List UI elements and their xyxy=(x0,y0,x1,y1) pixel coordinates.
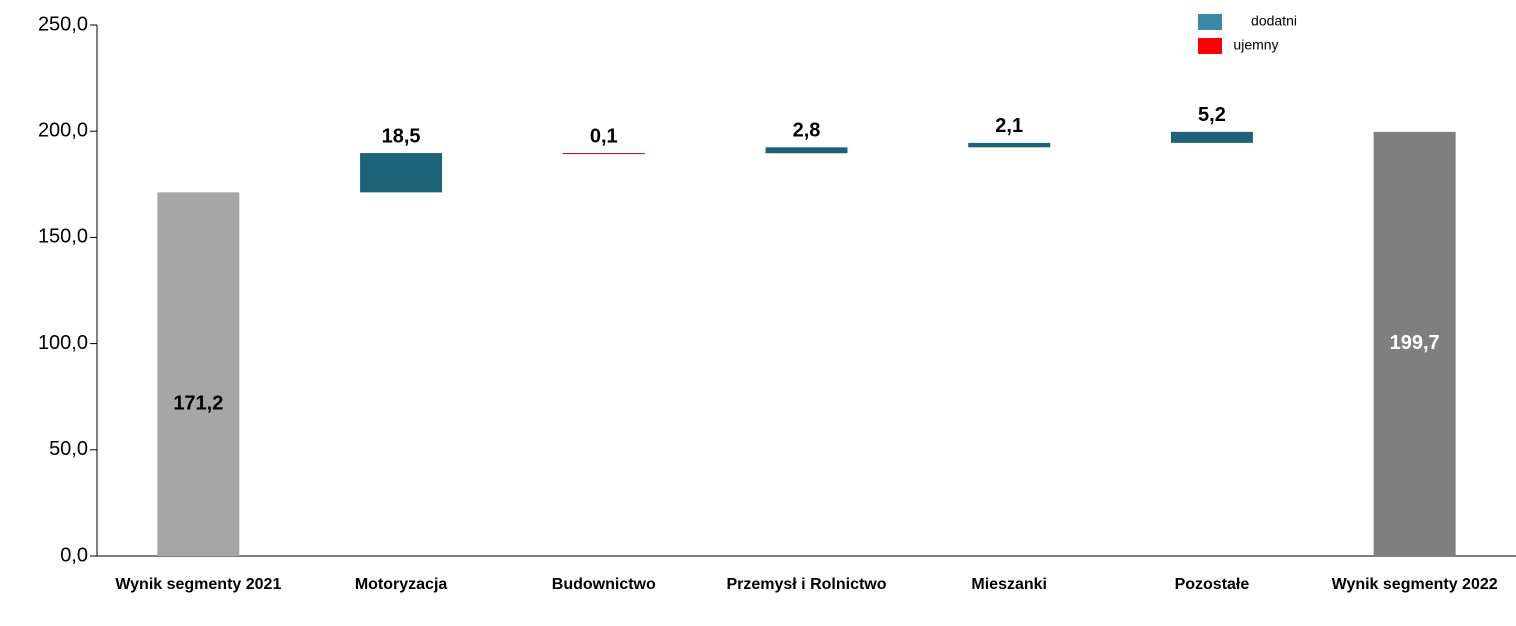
bar xyxy=(1170,131,1253,143)
x-tick-label: Przemysł i Rolnictwo xyxy=(726,576,887,593)
y-tick-label: 100,0 xyxy=(38,332,88,354)
bar xyxy=(765,147,848,154)
data-label: 2,1 xyxy=(995,115,1023,137)
legend-label: dodatni xyxy=(1251,13,1297,29)
legend-swatch xyxy=(1198,38,1222,54)
x-tick-label: Wynik segmenty 2022 xyxy=(1331,576,1498,593)
data-label: 0,1 xyxy=(590,125,618,147)
x-tick-label: Motoryzacja xyxy=(354,576,448,593)
bar xyxy=(157,192,240,556)
y-tick-label: 250,0 xyxy=(38,13,88,35)
bar xyxy=(562,153,645,155)
bar xyxy=(360,153,443,193)
y-tick-label: 200,0 xyxy=(38,119,88,141)
data-label: 2,8 xyxy=(793,120,821,142)
y-tick-label: 0,0 xyxy=(60,544,88,566)
x-tick-label: Mieszanki xyxy=(971,576,1047,593)
x-tick-label: Budownictwo xyxy=(551,576,656,593)
y-tick-label: 50,0 xyxy=(49,438,88,460)
data-label: 5,2 xyxy=(1198,104,1226,126)
x-tick-label: Pozostałe xyxy=(1174,576,1250,593)
bar xyxy=(1373,131,1456,556)
legend-swatch xyxy=(1198,14,1222,30)
bar xyxy=(968,142,1051,148)
data-label: 171,2 xyxy=(173,392,223,414)
data-label: 18,5 xyxy=(382,125,421,147)
x-tick-label: Wynik segmenty 2021 xyxy=(115,576,282,593)
data-label: 199,7 xyxy=(1390,332,1440,354)
y-tick-label: 150,0 xyxy=(38,226,88,248)
legend-label: ujemny xyxy=(1233,37,1278,53)
